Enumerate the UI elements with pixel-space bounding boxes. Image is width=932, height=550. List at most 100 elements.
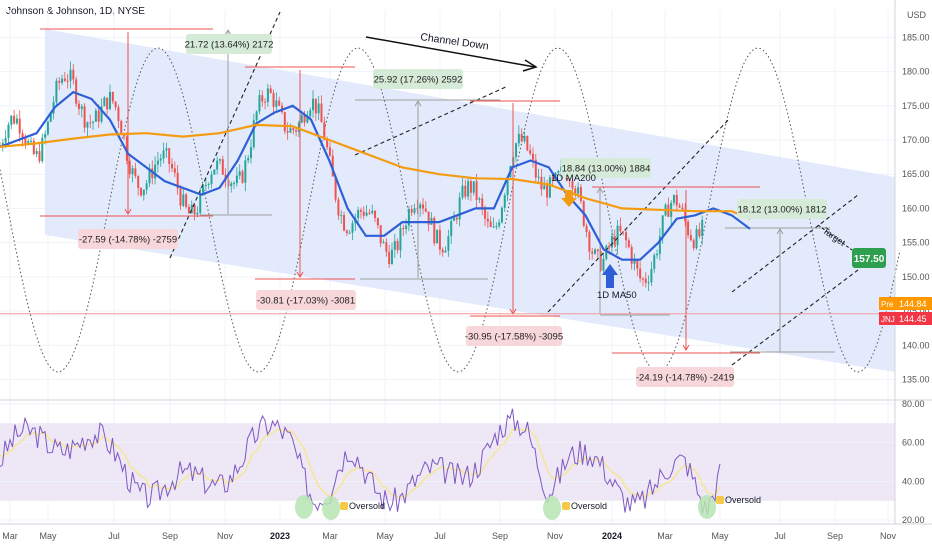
trend-channel-dashed (731, 269, 859, 366)
candle-body (506, 176, 509, 196)
trend-channel-dashed (547, 117, 731, 313)
candle-body (359, 209, 362, 212)
rsi-band (0, 423, 895, 501)
candle-body (100, 106, 103, 122)
x-tick-label: Mar (657, 531, 673, 541)
oversold-label: Oversold (725, 495, 761, 505)
candle-body (32, 140, 35, 155)
ma50-label: 1D MA50 (597, 290, 637, 301)
candle-body (193, 205, 196, 215)
candle-body (63, 78, 66, 81)
target-line (817, 224, 853, 251)
candle-body (275, 100, 278, 107)
candle-body (306, 116, 309, 123)
price-tag-value: 144.45 (899, 314, 927, 324)
candle-body (235, 175, 238, 184)
candle-body (523, 135, 526, 142)
candle-body (588, 231, 591, 252)
candle-body (255, 111, 258, 121)
price-tag-value: 144.84 (899, 299, 927, 309)
candle-body (159, 158, 162, 161)
candle-body (376, 218, 379, 226)
candle-body (238, 171, 241, 176)
candle-body (103, 97, 106, 107)
candle-body (613, 236, 616, 246)
candle-body (579, 187, 582, 202)
y-tick-label: 165.00 (902, 169, 930, 179)
candle-body (687, 221, 690, 236)
candle-body (385, 242, 388, 252)
y-tick-label: 160.00 (902, 203, 930, 213)
candle-body (247, 158, 250, 161)
candle-body (182, 194, 185, 206)
oversold-icon (340, 502, 348, 510)
y-tick-label: 185.00 (902, 32, 930, 42)
y-tick-label: 175.00 (902, 101, 930, 111)
candle-body (517, 133, 520, 144)
gain-arrow-4-head (776, 228, 784, 235)
candle-body (41, 137, 44, 162)
candle-body (639, 268, 642, 279)
ma200-label: 1D MA200 (551, 173, 596, 184)
candle-body (151, 168, 154, 179)
x-tick-label: Jul (434, 531, 446, 541)
candle-body (145, 183, 148, 190)
candle-body (292, 128, 295, 131)
price-tag-flag (879, 312, 895, 325)
candle-body (244, 160, 247, 183)
candle-body (678, 205, 681, 208)
candle-body (140, 187, 142, 196)
candle-body (179, 188, 182, 206)
candle-body (286, 131, 289, 133)
candle-body (608, 245, 611, 248)
candle-body (627, 240, 630, 248)
gain-label: 18.84 (13.00%) 1884 (561, 158, 651, 178)
rsi-tick-label: 40.00 (902, 476, 925, 486)
candle-body (568, 180, 571, 182)
candle-body (461, 185, 464, 198)
ma200-arrow (561, 190, 577, 207)
x-tick-label: Jul (108, 531, 120, 541)
candle-body (585, 225, 588, 232)
candle-body (486, 218, 489, 222)
gain-label-box (737, 199, 827, 219)
candle-body (89, 122, 92, 124)
candle-body (123, 133, 126, 137)
candle-body (269, 88, 272, 93)
candle-body (390, 249, 393, 265)
candle-body (187, 206, 190, 214)
candle-body (647, 282, 650, 284)
candle-body (137, 175, 140, 188)
candle-body (689, 235, 692, 241)
gain-label: 18.12 (13.00%) 1812 (737, 199, 827, 219)
candle-body (438, 229, 441, 250)
x-tick-label: Sep (162, 531, 178, 541)
candle-body (351, 223, 354, 233)
candle-body (266, 88, 269, 103)
candle-body (233, 183, 236, 185)
candle-body (289, 128, 292, 133)
candle-body (128, 160, 131, 175)
candle-body (300, 115, 303, 123)
candle-body (334, 176, 337, 200)
price-tag-name: JNJ (881, 315, 895, 324)
candle-body (475, 181, 478, 200)
candle-body (314, 98, 317, 114)
gain-label-box (561, 158, 651, 178)
candle-body (658, 236, 661, 254)
candle-body (464, 185, 467, 197)
candle-body (596, 249, 599, 252)
candle-body (24, 138, 27, 144)
candle-body (92, 121, 95, 123)
gain-arrow-2-head (414, 100, 422, 107)
candle-body (534, 159, 537, 178)
candle-body (447, 236, 450, 251)
candle-body (489, 221, 492, 227)
candle-body (278, 100, 281, 106)
candle-body (317, 103, 320, 114)
candle-body (221, 159, 224, 175)
ma50-arrow (602, 264, 618, 288)
loss-label-box (256, 290, 356, 310)
trend-channel-dashed (731, 194, 859, 293)
